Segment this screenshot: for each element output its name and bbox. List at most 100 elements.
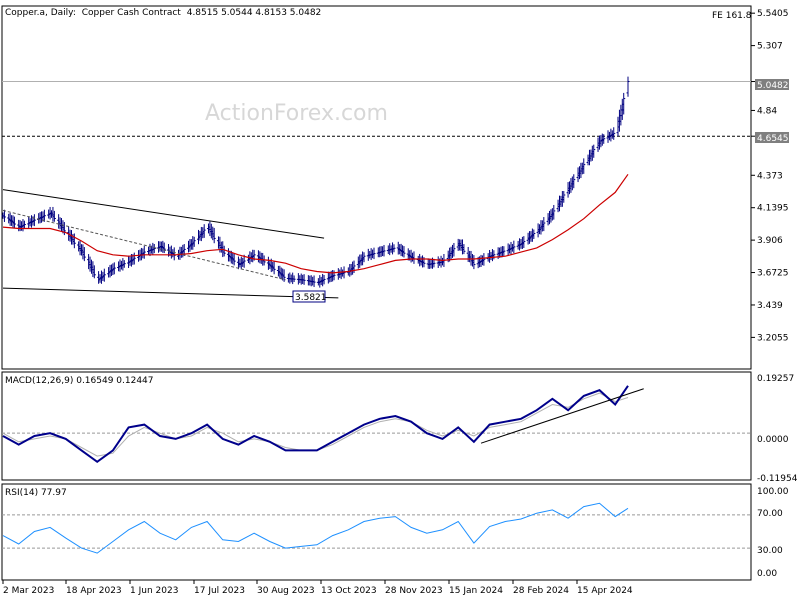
rsi-tick-100: 100.00 — [757, 487, 789, 497]
price-bar — [152, 243, 156, 254]
price-bar — [532, 229, 536, 239]
price-bar — [192, 236, 196, 247]
price-bar — [282, 269, 286, 282]
price-bar — [612, 127, 616, 140]
level-price-tag-text: 4.6545 — [757, 134, 789, 144]
price-tick-label: 5.5405 — [757, 9, 789, 19]
price-bar — [32, 214, 36, 227]
price-bar — [212, 227, 216, 244]
price-bar — [592, 144, 596, 158]
macd-tick-bottom: -0.11954 — [757, 474, 798, 484]
price-bar — [626, 76, 630, 97]
rsi-tick-0: 0.00 — [757, 569, 777, 579]
x-tick-label: 15 Jan 2024 — [449, 586, 503, 596]
price-bar — [232, 253, 236, 266]
price-bar — [312, 275, 316, 288]
price-bar — [362, 252, 366, 263]
price-bar — [12, 216, 16, 229]
last-price-tag-text: 5.0482 — [757, 81, 789, 91]
x-tick-label: 28 Nov 2023 — [385, 586, 443, 596]
rsi-line — [2, 502, 629, 554]
price-bar — [162, 242, 166, 254]
fe-label: FE 161.8 — [712, 11, 752, 21]
price-bar — [402, 246, 406, 258]
last-price-tag: 5.0482 — [755, 79, 789, 91]
price-bar — [522, 236, 526, 249]
price-bar — [292, 275, 296, 283]
rsi-tick-70: 70.00 — [757, 509, 783, 519]
macd-tick-top: 0.19257 — [757, 374, 794, 384]
price-bar — [392, 244, 396, 253]
price-bar — [472, 255, 476, 270]
price-panel-frame — [1, 5, 752, 370]
price-trendline-1 — [2, 287, 339, 299]
price-bar — [302, 274, 306, 285]
price-bar — [132, 252, 136, 265]
x-tick-label: 18 Apr 2023 — [66, 586, 122, 596]
price-bar — [72, 233, 76, 249]
price-bar — [512, 240, 516, 254]
price-bar — [582, 158, 586, 174]
header-ohlc: 4.8515 5.0544 4.8153 5.0482 — [187, 8, 322, 18]
macd-signal-line — [2, 392, 629, 457]
axis-layer: 5.5405 5.307 4.84 4.373 4.1395 3.906 3.6725 3.4… — [2, 9, 789, 596]
x-tick-label: 15 Apr 2024 — [577, 586, 633, 596]
low-price-marker-text: 3.5821 — [295, 293, 327, 303]
x-tick-label: 28 Feb 2024 — [513, 586, 569, 596]
low-price-marker: 3.5821 — [292, 290, 327, 303]
price-bar — [542, 217, 546, 232]
ma-line — [2, 173, 629, 274]
rsi-layer — [2, 502, 751, 554]
rsi-title: RSI(14) 77.97 — [5, 488, 67, 498]
macd-tick-zero: 0.0000 — [757, 435, 789, 445]
price-bar — [552, 204, 556, 220]
x-tick-label: 17 Jul 2023 — [194, 586, 245, 596]
price-bar — [452, 242, 456, 257]
chart-header: Copper.a, Daily: Copper Cash Contract 4.… — [5, 8, 321, 18]
price-bar — [2, 209, 6, 222]
price-bar — [122, 260, 126, 268]
price-dashed-trendline — [2, 209, 286, 281]
rsi-panel-frame — [1, 483, 752, 581]
price-tick-label: 4.84 — [757, 106, 777, 116]
price-bar — [562, 191, 566, 203]
price-tick-label: 3.906 — [757, 236, 783, 246]
price-bar — [622, 92, 626, 115]
price-bar — [102, 268, 106, 282]
price-bar — [52, 210, 56, 222]
price-bar — [432, 258, 436, 268]
price-bar — [62, 222, 66, 236]
price-tick-label: 3.2055 — [757, 333, 789, 343]
watermark: ActionForex.com — [205, 101, 388, 126]
price-bar — [272, 260, 276, 275]
price-tick-label: 5.307 — [757, 42, 783, 52]
x-tick-label: 2 Mar 2023 — [3, 586, 54, 596]
macd-panel-frame — [1, 371, 752, 481]
price-bar — [112, 262, 116, 275]
x-tick-label: 13 Oct 2023 — [321, 586, 377, 596]
price-tick-label: 3.439 — [757, 301, 783, 311]
price-bar — [602, 134, 606, 144]
price-tick-label: 4.373 — [757, 171, 783, 181]
level-price-tag: 4.6545 — [755, 132, 789, 144]
price-bar — [382, 244, 386, 257]
price-layer — [1, 76, 751, 299]
price-bar — [502, 246, 506, 257]
price-bar — [42, 209, 46, 222]
price-tick-label: 4.1395 — [757, 204, 789, 214]
price-bar — [482, 253, 486, 266]
price-bar — [332, 270, 336, 281]
price-tick-label: 3.6725 — [757, 269, 789, 279]
header-symbol: Copper.a, Daily: — [5, 8, 76, 18]
macd-layer — [2, 385, 751, 464]
x-tick-label: 1 Jun 2023 — [130, 586, 178, 596]
macd-title: MACD(12,26,9) 0.16549 0.12447 — [5, 376, 154, 386]
price-bar — [372, 247, 376, 260]
price-bar — [82, 247, 86, 262]
rsi-tick-30: 30.00 — [757, 546, 783, 556]
price-bar — [142, 245, 146, 259]
price-trendline-0 — [2, 189, 325, 239]
macd-trendline — [480, 388, 644, 444]
price-bar — [462, 244, 466, 255]
